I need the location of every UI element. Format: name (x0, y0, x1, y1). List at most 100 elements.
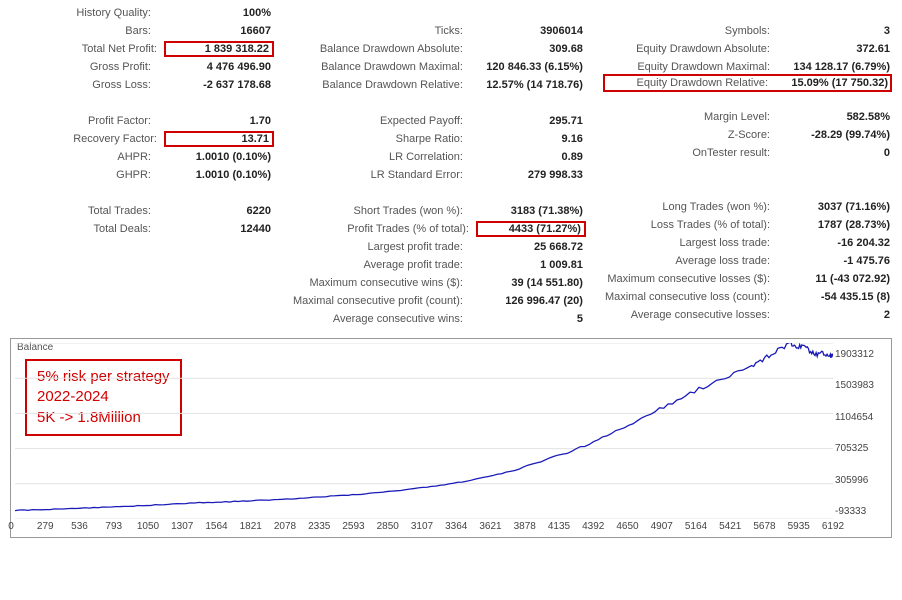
chart-y-axis: 190331215039831104654705325305996-93333 (835, 349, 889, 517)
stat-label: Maximum consecutive losses ($): (605, 273, 780, 285)
stat-row: Profit Trades (% of total):4433 (71.27%) (291, 220, 585, 238)
stat-label: Maximum consecutive wins ($): (293, 277, 473, 289)
stat-label: LR Correlation: (293, 151, 473, 163)
stat-label: Total Deals: (12, 223, 161, 235)
stat-row: Margin Level:582.58% (603, 108, 892, 126)
stat-value: 372.61 (780, 43, 890, 55)
stat-value: 295.71 (473, 115, 583, 127)
stat-label: GHPR: (12, 169, 161, 181)
stat-row: OnTester result:0 (603, 144, 892, 162)
stat-value: 3906014 (473, 25, 583, 37)
stat-row: Total Net Profit:1 839 318.22 (10, 40, 273, 58)
stat-label: Maximal consecutive loss (count): (605, 291, 780, 303)
stat-label: Equity Drawdown Maximal: (605, 61, 780, 73)
stat-label: Largest loss trade: (605, 237, 780, 249)
stat-label: Total Net Profit: (12, 43, 167, 55)
stat-label: Average consecutive wins: (293, 313, 473, 325)
stat-value: 4433 (71.27%) (476, 221, 586, 237)
stat-label: Profit Trades (% of total): (293, 223, 479, 235)
stat-row: Maximal consecutive profit (count):126 9… (291, 292, 585, 310)
stat-row: Average consecutive losses:2 (603, 306, 892, 324)
balance-chart: Balance 5% risk per strategy2022-20245K … (10, 338, 892, 538)
chart-plot-area (15, 343, 833, 519)
stat-row: Largest profit trade:25 668.72 (291, 238, 585, 256)
stat-label: Bars: (12, 25, 161, 37)
stat-row: Profit Factor:1.70 (10, 112, 273, 130)
stat-value: -2 637 178.68 (161, 79, 271, 91)
stat-value: 12.57% (14 718.76) (473, 79, 583, 91)
stat-label: Margin Level: (605, 111, 780, 123)
stat-row: Short Trades (won %):3183 (71.38%) (291, 202, 585, 220)
stat-label: Equity Drawdown Relative: (607, 77, 778, 89)
stat-label: Average profit trade: (293, 259, 473, 271)
stat-row: Maximum consecutive wins ($):39 (14 551.… (291, 274, 585, 292)
stat-value: 15.09% (17 750.32) (778, 77, 888, 89)
stat-row: Total Deals:12440 (10, 220, 273, 238)
stat-label: AHPR: (12, 151, 161, 163)
stat-row: Largest loss trade:-16 204.32 (603, 234, 892, 252)
stat-row: Balance Drawdown Maximal:120 846.33 (6.1… (291, 58, 585, 76)
stat-value: 1.70 (161, 115, 271, 127)
stat-value: 3183 (71.38%) (473, 205, 583, 217)
stat-value: 4 476 496.90 (161, 61, 271, 73)
stat-label: Symbols: (605, 25, 780, 37)
stat-label: Expected Payoff: (293, 115, 473, 127)
stat-value: 1.0010 (0.10%) (161, 151, 271, 163)
stat-row: Balance Drawdown Relative:12.57% (14 718… (291, 76, 585, 94)
stat-value: -28.29 (99.74%) (780, 129, 890, 141)
stat-label: Loss Trades (% of total): (605, 219, 780, 231)
stat-row: Average profit trade:1 009.81 (291, 256, 585, 274)
stat-value: 1787 (28.73%) (780, 219, 890, 231)
stat-row: Equity Drawdown Absolute:372.61 (603, 40, 892, 58)
stat-value: 5 (473, 313, 583, 325)
stat-row: LR Correlation:0.89 (291, 148, 585, 166)
stat-label: OnTester result: (605, 147, 780, 159)
stat-value: -16 204.32 (780, 237, 890, 249)
stat-row: Recovery Factor:13.71 (10, 130, 273, 148)
stat-row: Gross Loss:-2 637 178.68 (10, 76, 273, 94)
stat-row: Sharpe Ratio:9.16 (291, 130, 585, 148)
stat-label: Gross Loss: (12, 79, 161, 91)
stat-row: History Quality:100% (10, 4, 273, 22)
stat-label: Balance Drawdown Absolute: (293, 43, 473, 55)
stat-label: Maximal consecutive profit (count): (293, 295, 473, 307)
stat-row: Average loss trade:-1 475.76 (603, 252, 892, 270)
stat-value: 0.89 (473, 151, 583, 163)
stat-value: 39 (14 551.80) (473, 277, 583, 289)
stat-label: Total Trades: (12, 205, 161, 217)
stat-value: 582.58% (780, 111, 890, 123)
stat-value: 134 128.17 (6.79%) (780, 61, 890, 73)
stat-label: Balance Drawdown Maximal: (293, 61, 473, 73)
stat-label: Profit Factor: (12, 115, 161, 127)
stat-value: 0 (780, 147, 890, 159)
stat-label: Average consecutive losses: (605, 309, 780, 321)
stat-value: 1 009.81 (473, 259, 583, 271)
stat-value: 126 996.47 (20) (473, 295, 583, 307)
stat-row: Maximal consecutive loss (count):-54 435… (603, 288, 892, 306)
stat-row: Long Trades (won %):3037 (71.16%) (603, 198, 892, 216)
stat-row: GHPR:1.0010 (0.10%) (10, 166, 273, 184)
stat-label: Largest profit trade: (293, 241, 473, 253)
stat-row: Bars:16607 (10, 22, 273, 40)
stat-label: Long Trades (won %): (605, 201, 780, 213)
stat-value: 1.0010 (0.10%) (161, 169, 271, 181)
stat-value: 1 839 318.22 (164, 41, 274, 57)
stat-label: Equity Drawdown Absolute: (605, 43, 780, 55)
stat-label: LR Standard Error: (293, 169, 473, 181)
stat-label: Balance Drawdown Relative: (293, 79, 473, 91)
stat-row: Total Trades:6220 (10, 202, 273, 220)
stat-value: 9.16 (473, 133, 583, 145)
stat-value: 13.71 (164, 131, 274, 147)
chart-x-axis: 0279536793105013071564182120782335259328… (11, 521, 833, 535)
stat-label: Recovery Factor: (12, 133, 167, 145)
stat-row: LR Standard Error:279 998.33 (291, 166, 585, 184)
stat-value: 120 846.33 (6.15%) (473, 61, 583, 73)
stat-value: 3037 (71.16%) (780, 201, 890, 213)
stat-row: Z-Score:-28.29 (99.74%) (603, 126, 892, 144)
stat-value: 12440 (161, 223, 271, 235)
stat-value: -54 435.15 (8) (780, 291, 890, 303)
stats-table: History Quality:100%Bars:16607Total Net … (10, 4, 892, 328)
stat-value: 11 (-43 072.92) (780, 273, 890, 285)
stat-row: Expected Payoff:295.71 (291, 112, 585, 130)
stat-value: 100% (161, 7, 271, 19)
